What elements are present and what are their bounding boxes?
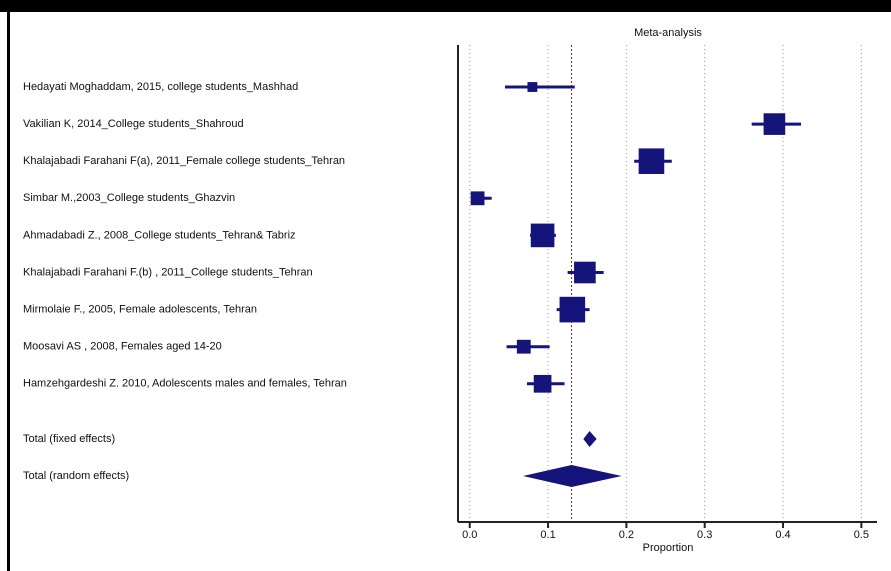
study-box [516, 339, 531, 354]
study-label: Vakilian K, 2014_College students_Shahro… [23, 118, 244, 130]
study-box [530, 223, 555, 248]
study-label: Hamzehgardeshi Z. 2010, Adolescents male… [23, 378, 347, 390]
x-tick-label: 0.2 [619, 529, 634, 541]
x-tick-label: 0.4 [775, 529, 790, 541]
pooled-label: Total (fixed effects) [23, 433, 115, 445]
frame-top [0, 0, 891, 12]
chart-title: Meta-analysis [634, 27, 702, 39]
frame-left [7, 0, 10, 571]
study-box [527, 82, 538, 92]
x-tick-label: 0.0 [462, 529, 477, 541]
study-label: Mirmolaie F., 2005, Female adolescents, … [23, 304, 257, 316]
pooled-diamond [583, 431, 597, 447]
study-box [559, 296, 586, 323]
x-tick-label: 0.1 [540, 529, 555, 541]
pooled-diamond [523, 465, 622, 487]
study-box [533, 374, 552, 393]
study-label: Khalajabadi Farahani F.(b) , 2011_Colleg… [23, 266, 313, 278]
study-label: Hedayati Moghaddam, 2015, college studen… [23, 81, 298, 93]
study-label: Ahmadabadi Z., 2008_College students_Teh… [23, 229, 296, 241]
x-tick-label: 0.3 [697, 529, 712, 541]
study-label: Moosavi AS , 2008, Females aged 14-20 [23, 341, 222, 353]
study-box [574, 261, 596, 284]
study-box [638, 148, 665, 174]
study-label: Khalajabadi Farahani F(a), 2011_Female c… [23, 155, 345, 167]
x-tick-label: 0.5 [854, 529, 869, 541]
study-box [763, 113, 786, 135]
pooled-label: Total (random effects) [23, 470, 129, 482]
study-label: Simbar M.,2003_College students_Ghazvin [23, 192, 235, 204]
x-axis-label: Proportion [643, 542, 694, 554]
study-box [470, 191, 485, 206]
